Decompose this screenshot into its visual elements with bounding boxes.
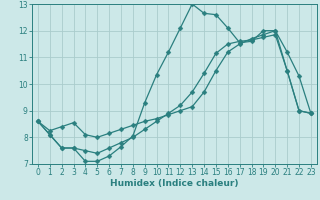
- X-axis label: Humidex (Indice chaleur): Humidex (Indice chaleur): [110, 179, 239, 188]
